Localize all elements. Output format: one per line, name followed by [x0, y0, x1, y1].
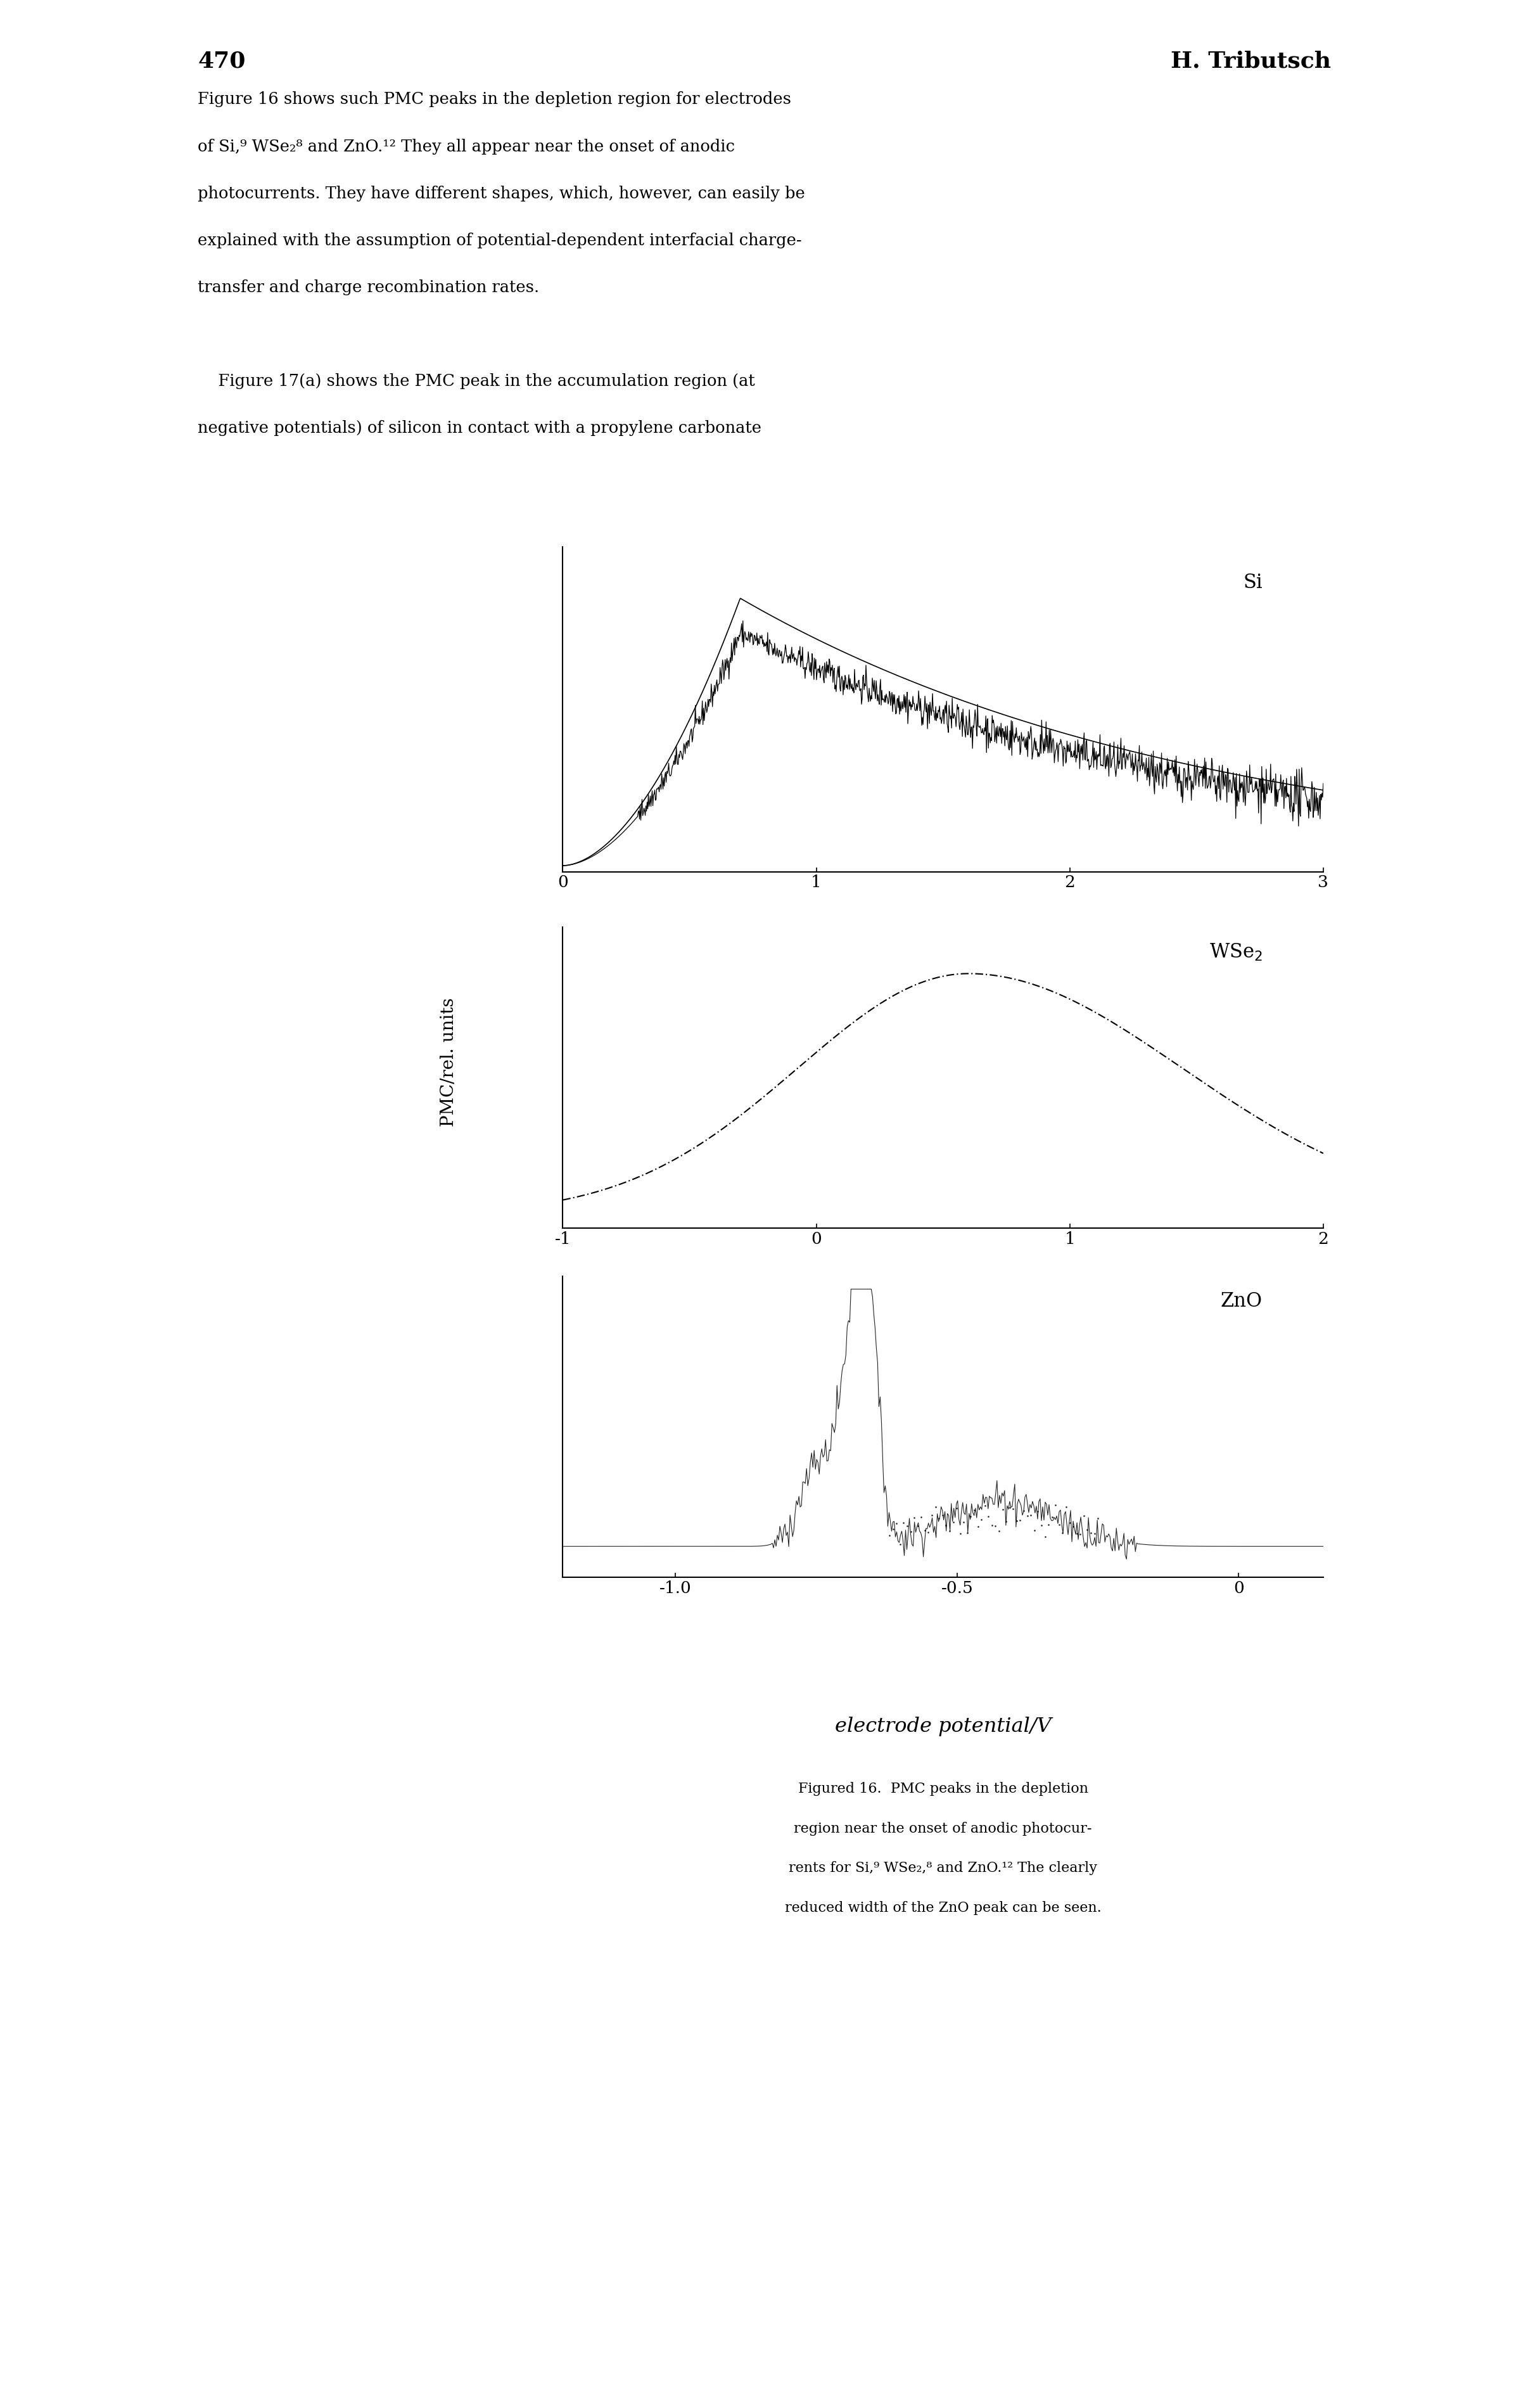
Text: rents for Si,⁹ WSe₂,⁸ and ZnO.¹² The clearly: rents for Si,⁹ WSe₂,⁸ and ZnO.¹² The cle… — [789, 1861, 1097, 1876]
Text: WSe$_2$: WSe$_2$ — [1209, 942, 1262, 963]
Text: PMC/rel. units: PMC/rel. units — [440, 997, 458, 1127]
Text: Figure 16 shows such PMC peaks in the depletion region for electrodes: Figure 16 shows such PMC peaks in the de… — [198, 92, 791, 108]
Text: transfer and charge recombination rates.: transfer and charge recombination rates. — [198, 279, 540, 296]
Text: region near the onset of anodic photocur-: region near the onset of anodic photocur… — [794, 1823, 1092, 1835]
Text: Figure 17(a) shows the PMC peak in the accumulation region (at: Figure 17(a) shows the PMC peak in the a… — [198, 373, 754, 390]
Text: ZnO: ZnO — [1220, 1291, 1262, 1310]
Text: negative potentials) of silicon in contact with a propylene carbonate: negative potentials) of silicon in conta… — [198, 421, 762, 436]
Text: Figured 16.  PMC peaks in the depletion: Figured 16. PMC peaks in the depletion — [799, 1782, 1088, 1796]
Text: H. Tributsch: H. Tributsch — [1171, 51, 1331, 72]
Text: 470: 470 — [198, 51, 245, 72]
Text: Si: Si — [1243, 573, 1262, 592]
Text: photocurrents. They have different shapes, which, however, can easily be: photocurrents. They have different shape… — [198, 185, 805, 202]
Text: explained with the assumption of potential-dependent interfacial charge-: explained with the assumption of potenti… — [198, 234, 802, 248]
Text: reduced width of the ZnO peak can be seen.: reduced width of the ZnO peak can be see… — [785, 1902, 1101, 1914]
Text: electrode potential/V: electrode potential/V — [835, 1717, 1051, 1736]
Text: of Si,⁹ WSe₂⁸ and ZnO.¹² They all appear near the onset of anodic: of Si,⁹ WSe₂⁸ and ZnO.¹² They all appear… — [198, 137, 735, 154]
